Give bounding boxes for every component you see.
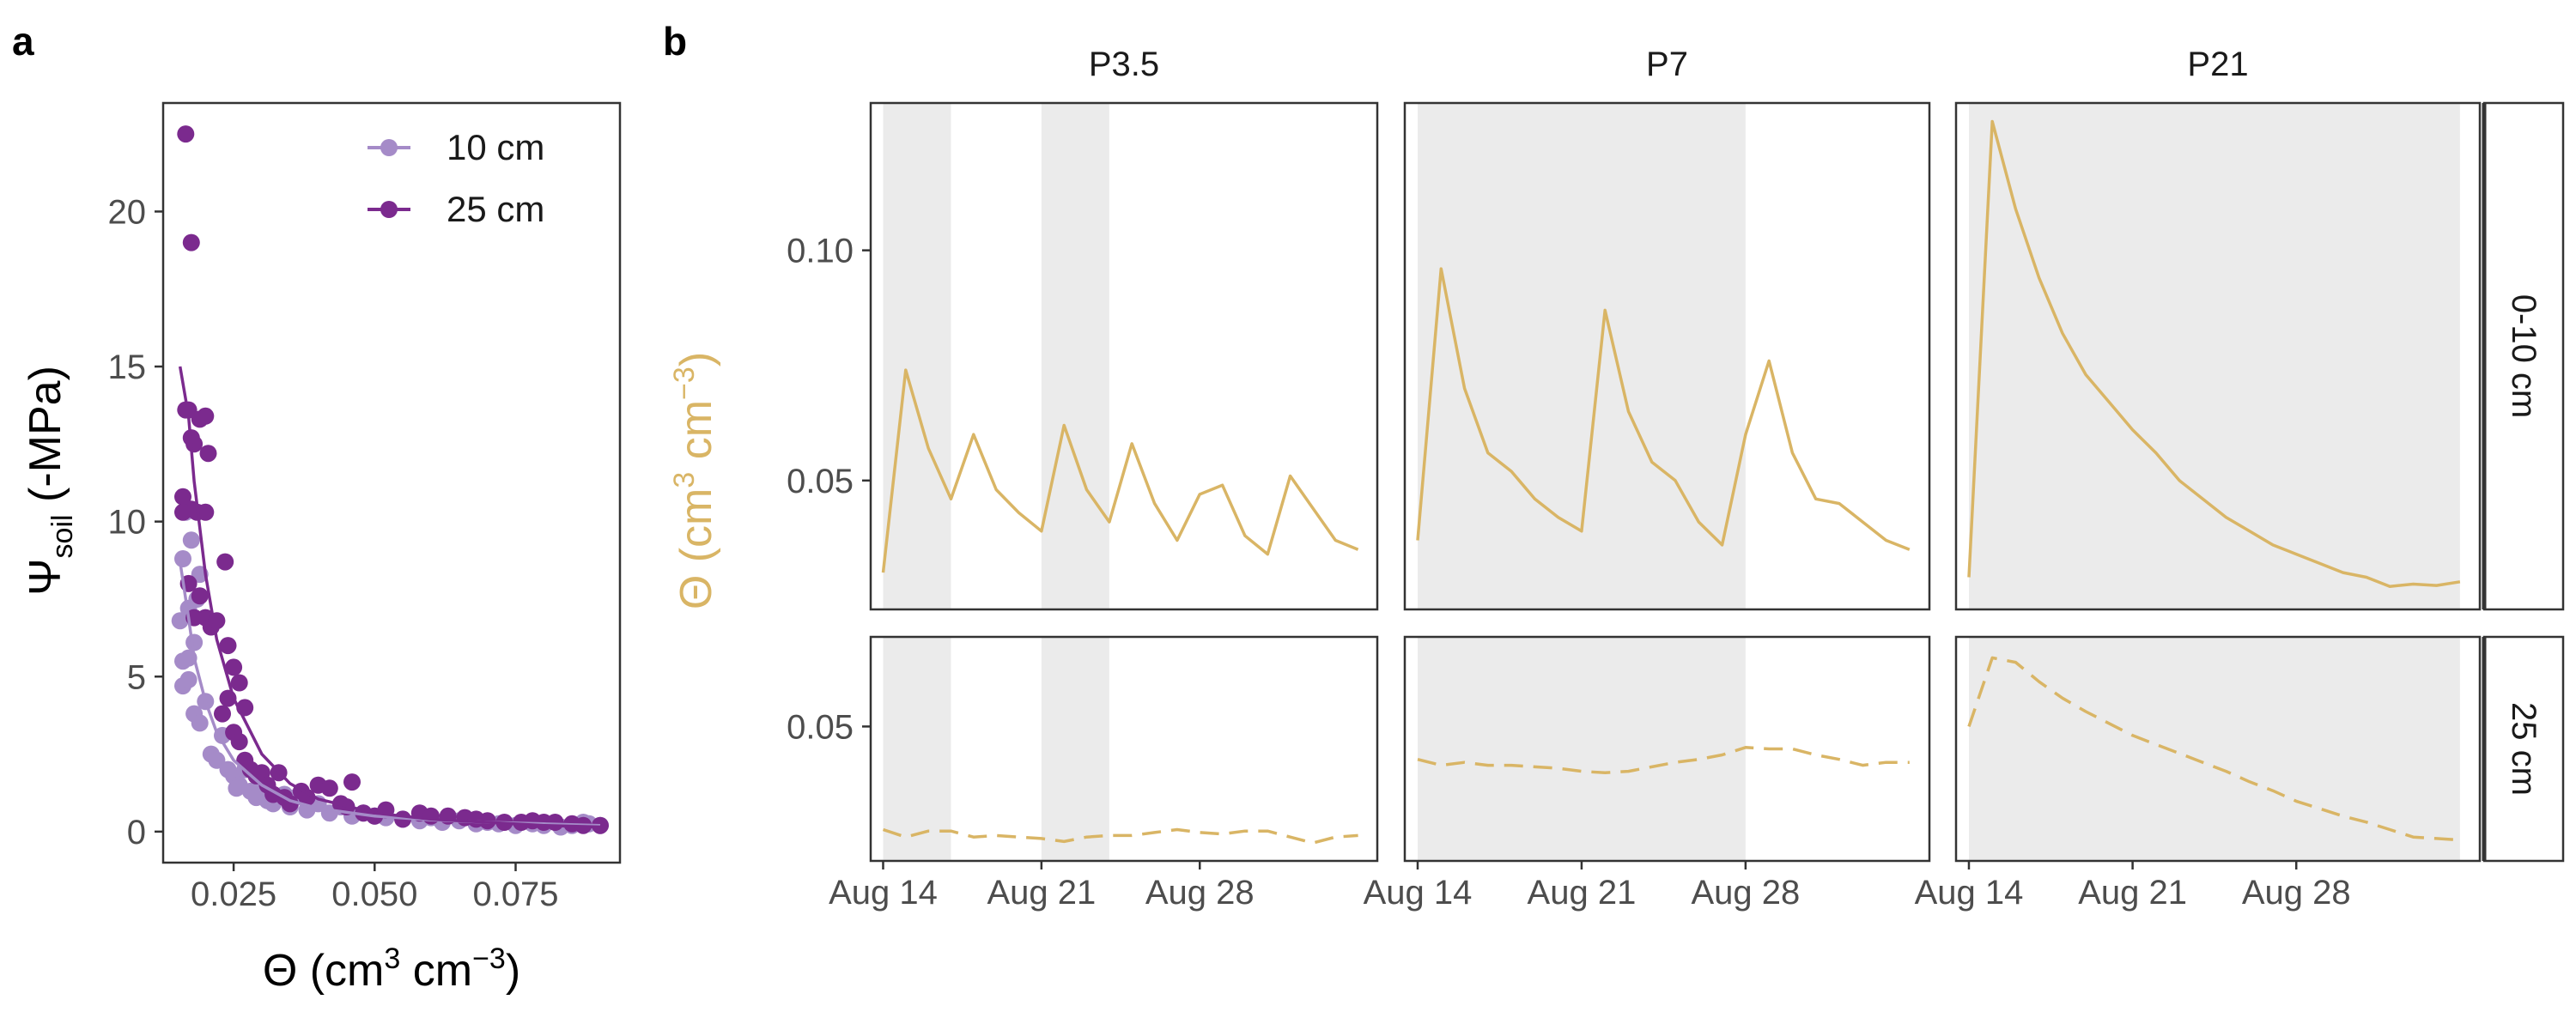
legend-label-25cm: 25 cm <box>447 189 544 229</box>
facet-frame <box>869 635 1379 863</box>
y-axis-ticks: 0 5 10 15 20 <box>108 193 163 851</box>
shaded-period <box>883 637 951 861</box>
point-25cm <box>343 773 361 791</box>
panel-a-frame <box>161 101 622 864</box>
panel-tag-a: a <box>12 19 34 64</box>
x-axis-title-a: Θ (cm3 cm−3) <box>263 942 520 996</box>
fit-lines <box>178 366 601 829</box>
point-10cm <box>174 652 191 670</box>
point-10cm <box>171 612 189 630</box>
shaded-period <box>1041 637 1109 861</box>
y-tick-label: 15 <box>108 348 147 386</box>
point-25cm <box>174 503 191 521</box>
y-tick-label: 0.10 <box>787 233 854 270</box>
point-25cm <box>230 674 248 692</box>
y-tick-label: 10 <box>108 504 147 542</box>
point-10cm <box>179 670 197 688</box>
theta-line-P7-0-10cm <box>1416 267 1911 551</box>
x-tick-label: Aug 21 <box>1528 874 1637 912</box>
point-25cm <box>199 445 217 463</box>
y-tick-label: 20 <box>108 193 147 231</box>
point-10cm <box>185 633 204 651</box>
row-strip <box>2482 101 2565 611</box>
point-25cm <box>177 125 195 143</box>
x-tick-label: Aug 14 <box>1915 874 2024 912</box>
y-axis-title-b: Θ (cm3 cm−3) <box>668 352 721 609</box>
point-10cm <box>191 714 209 732</box>
point-25cm <box>320 779 338 797</box>
shaded-period <box>1968 637 2460 861</box>
shaded-period <box>1418 103 1746 609</box>
legend-label-10cm: 10 cm <box>447 127 544 167</box>
point-10cm <box>174 550 191 567</box>
x-tick-label: Aug 21 <box>2078 874 2187 912</box>
y-tick-label: 5 <box>127 658 146 696</box>
shaded-period <box>1041 103 1109 609</box>
point-25cm <box>216 553 234 571</box>
theta-line-P3_5-25cm <box>882 827 1358 845</box>
row-strip-label: 25 cm <box>2505 702 2543 796</box>
x-tick-label: 0.050 <box>331 876 417 913</box>
facet-frame <box>1954 101 2482 611</box>
point-25cm <box>174 488 191 506</box>
fit-line-25cm <box>178 366 601 829</box>
legend-key-10cm-dot <box>380 139 398 156</box>
theta-line-P7-25cm <box>1417 746 1910 775</box>
x-axis-ticks: 0.025 0.050 0.075 <box>191 863 559 913</box>
facet-frame <box>1403 101 1931 611</box>
theta-line-P21-25cm <box>1967 656 2461 842</box>
y-tick-label: 0.05 <box>787 708 854 746</box>
x-tick-label: Aug 28 <box>2242 874 2351 912</box>
point-25cm <box>185 435 204 453</box>
facet-grid: P3.5 P7 P21 0.05 0.10 0-10 cm Aug 14 Aug 21 Aug … <box>787 45 2565 912</box>
panel-b-timeseries: P3.5 P7 P21 0.05 0.10 0-10 cm Aug 14 Aug 21 Aug … <box>668 45 2565 912</box>
panel-tag-b: b <box>663 19 687 64</box>
legend-key-25cm-dot <box>380 201 398 218</box>
x-tick-label: Aug 14 <box>1364 874 1473 912</box>
x-tick-label: 0.075 <box>472 876 558 913</box>
point-25cm <box>219 637 237 655</box>
x-tick-label: Aug 21 <box>987 874 1096 912</box>
point-10cm <box>228 779 246 797</box>
point-25cm <box>197 407 215 425</box>
point-25cm <box>298 789 316 807</box>
point-25cm <box>230 733 248 751</box>
facet-frame <box>1954 635 2482 863</box>
point-10cm <box>182 531 200 549</box>
panel-a-scatter: 0.025 0.050 0.075 0 5 10 15 20 10 cm 25 cm Θ (… <box>21 101 622 996</box>
facet-frame <box>869 101 1379 611</box>
row-strip-label: 0-10 cm <box>2505 294 2543 419</box>
x-tick-label: Aug 14 <box>829 874 938 912</box>
point-25cm <box>225 658 243 676</box>
facet-frame <box>1403 635 1931 863</box>
shaded-period <box>1418 637 1746 861</box>
point-25cm <box>208 612 226 630</box>
point-25cm <box>478 812 496 830</box>
point-25cm <box>214 705 231 723</box>
shaded-period <box>1968 103 2460 609</box>
point-25cm <box>182 233 200 251</box>
x-tick-label: 0.025 <box>191 876 276 913</box>
point-25cm <box>191 587 209 605</box>
facet-label-P21: P21 <box>2187 45 2248 83</box>
theta-line-P21-0-10cm <box>1967 119 2461 588</box>
facet-label-P7: P7 <box>1646 45 1688 83</box>
point-25cm <box>546 814 564 831</box>
legend: 10 cm 25 cm <box>368 127 544 229</box>
point-25cm <box>197 503 215 521</box>
x-tick-label: Aug 28 <box>1145 874 1255 912</box>
y-tick-label: 0.05 <box>787 463 854 500</box>
shaded-period <box>883 103 951 609</box>
point-25cm <box>422 807 440 825</box>
y-tick-label: 0 <box>127 814 146 851</box>
facet-label-P3_5: P3.5 <box>1089 45 1159 83</box>
y-axis-title-a: Ψsoil (-MPa) <box>21 366 79 596</box>
row-strip <box>2482 635 2565 863</box>
theta-line-P3_5-0-10cm <box>881 368 1359 573</box>
scatter-points <box>171 125 609 836</box>
x-tick-label: Aug 28 <box>1691 874 1800 912</box>
